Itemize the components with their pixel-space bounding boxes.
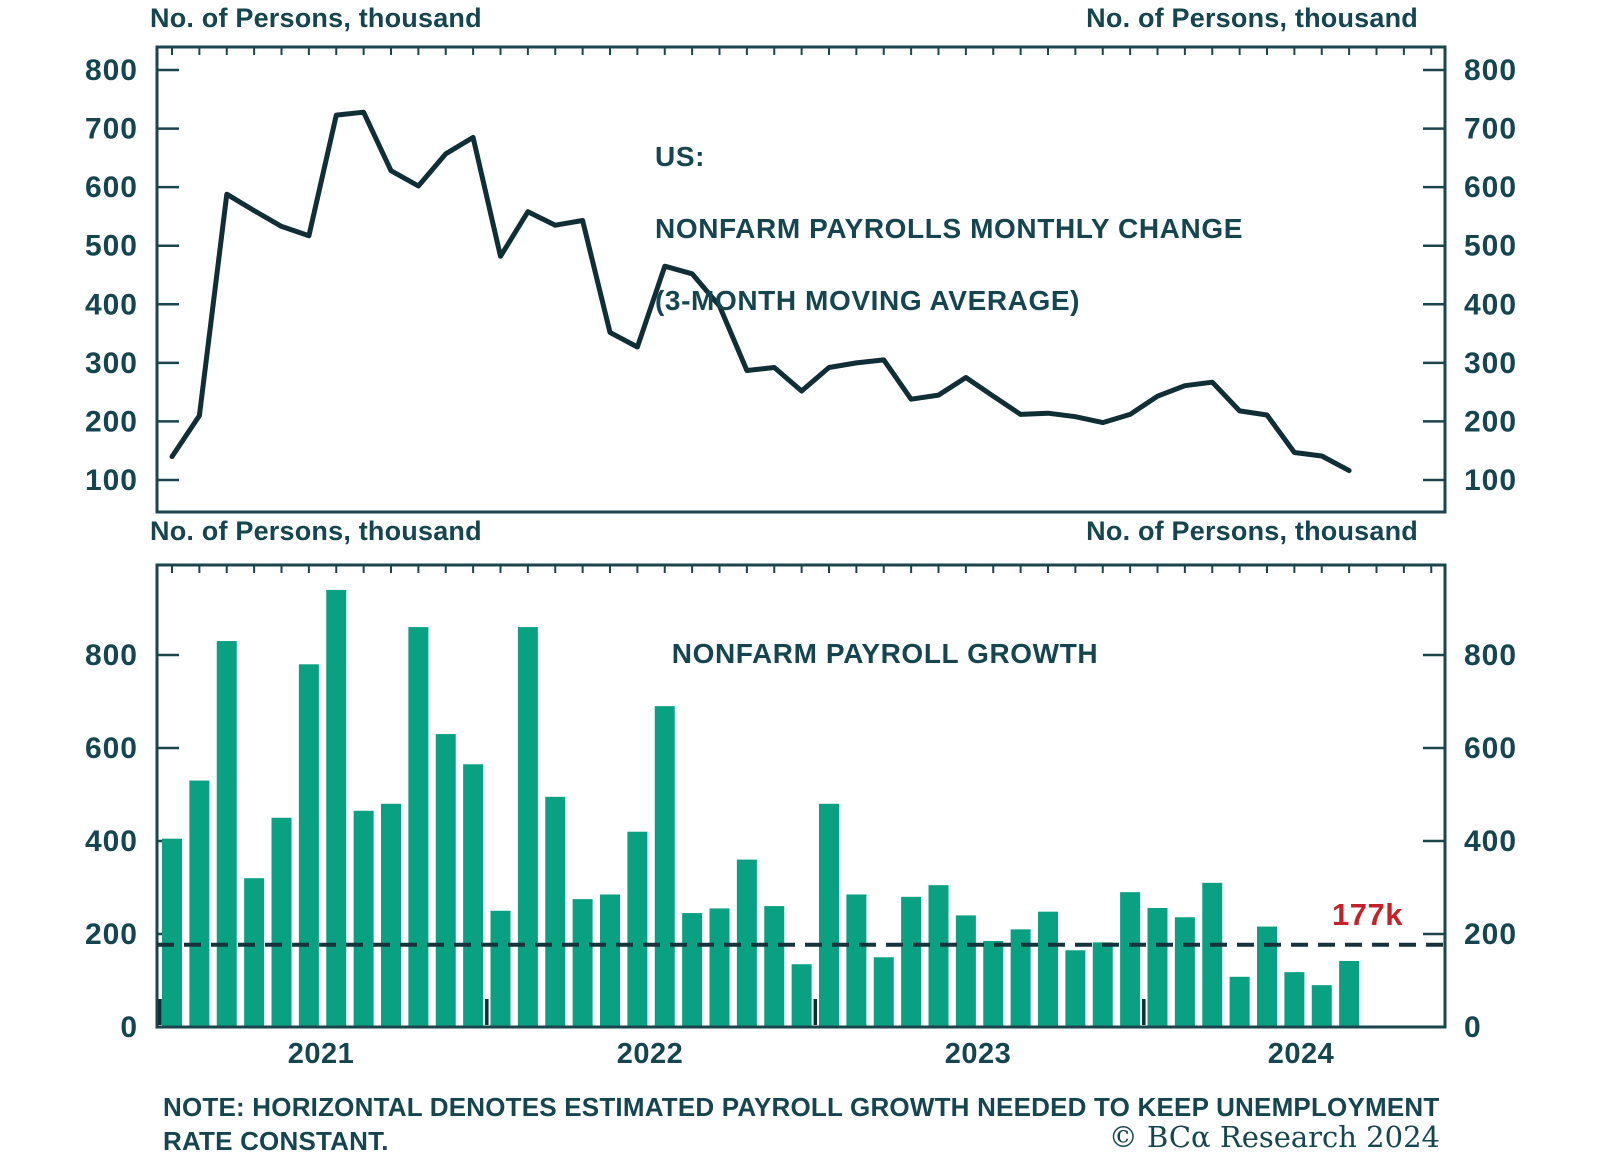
bar-jan-2022 — [490, 910, 511, 1026]
bar-dec-2022 — [791, 964, 812, 1026]
y-tick-label-right: 600 — [1464, 732, 1517, 765]
y-tick-label-left: 0 — [120, 1011, 138, 1044]
x-axis-label-2023: 2023 — [944, 1038, 1012, 1070]
bar-may-2023 — [928, 885, 949, 1026]
y-tick-label-right: 200 — [1464, 405, 1517, 438]
y-tick-label-right: 500 — [1464, 230, 1517, 263]
bar-jun-2022 — [627, 831, 648, 1026]
bar-nov-2021 — [435, 734, 456, 1026]
top-chart-title-line1: US: — [655, 141, 706, 172]
bar-jun-2024 — [1284, 972, 1305, 1026]
bar-apr-2021 — [244, 878, 265, 1026]
bar-jul-2022 — [654, 706, 675, 1026]
top-chart-title: US: NONFARM PAYROLLS MONTHLY CHANGE (3-M… — [655, 103, 1243, 355]
bar-oct-2021 — [408, 627, 429, 1026]
bar-mar-2022 — [545, 796, 566, 1026]
top-chart-title-line3: (3-MONTH MOVING AVERAGE) — [655, 285, 1081, 316]
y-tick-label-right: 100 — [1464, 464, 1517, 497]
y-tick-label-left: 800 — [85, 54, 138, 87]
y-tick-label-left: 500 — [85, 230, 138, 263]
top-chart-title-line2: NONFARM PAYROLLS MONTHLY CHANGE — [655, 213, 1243, 244]
y-tick-label-left: 200 — [85, 918, 138, 951]
bar-feb-2022 — [517, 627, 538, 1026]
bar-apr-2022 — [572, 899, 593, 1026]
y-tick-label-right: 300 — [1464, 347, 1517, 380]
y-tick-label-right: 800 — [1464, 54, 1517, 87]
bar-feb-2023 — [846, 894, 867, 1026]
bar-nov-2023 — [1092, 942, 1113, 1026]
bar-feb-2024 — [1174, 917, 1195, 1026]
x-axis-label-2024: 2024 — [1267, 1038, 1335, 1070]
bar-jun-2023 — [955, 915, 976, 1026]
bottom-chart-unit-label-left: No. of Persons, thousand — [150, 516, 482, 546]
threshold-value-label: 177k — [1332, 897, 1403, 932]
y-tick-label-right: 0 — [1464, 1011, 1482, 1044]
top-chart-unit-label-left: No. of Persons, thousand — [150, 3, 482, 33]
footnote-line2: RATE CONSTANT. — [163, 1126, 389, 1156]
bottom-chart-unit-label-right: No. of Persons, thousand — [1086, 516, 1418, 546]
bar-dec-2023 — [1120, 892, 1141, 1026]
bar-mar-2021 — [216, 641, 237, 1026]
y-tick-label-right: 200 — [1464, 918, 1517, 951]
footnote: NOTE: HORIZONTAL DENOTES ESTIMATED PAYRO… — [163, 1090, 1439, 1158]
bottom-chart-title: NONFARM PAYROLL GROWTH — [671, 638, 1099, 669]
bar-oct-2023 — [1065, 950, 1086, 1026]
bar-mar-2024 — [1202, 882, 1223, 1026]
bar-jul-2024 — [1311, 985, 1332, 1026]
y-tick-label-left: 200 — [85, 405, 138, 438]
bottom-chart-frame — [155, 563, 1447, 1029]
y-tick-label-left: 300 — [85, 347, 138, 380]
bar-jul-2023 — [983, 940, 1004, 1026]
bar-jan-2023 — [819, 803, 839, 1026]
bar-mar-2023 — [873, 957, 894, 1026]
bar-jan-2021 — [162, 838, 182, 1026]
bar-jul-2021 — [326, 589, 347, 1026]
x-axis-label-2022: 2022 — [616, 1038, 684, 1070]
y-tick-label-right: 400 — [1464, 825, 1517, 858]
y-tick-label-right: 700 — [1464, 113, 1517, 146]
bar-nov-2022 — [764, 906, 785, 1026]
bar-sep-2022 — [709, 908, 730, 1026]
bar-aug-2022 — [682, 913, 703, 1026]
copyright: © BCα Research 2024 — [1108, 1120, 1440, 1154]
top-chart-unit-label-right: No. of Persons, thousand — [1086, 3, 1418, 33]
bar-jan-2024 — [1147, 907, 1168, 1026]
bar-sep-2023 — [1038, 911, 1058, 1026]
y-tick-label-left: 600 — [85, 171, 138, 204]
x-axis-label-2021: 2021 — [287, 1038, 355, 1070]
y-tick-label-left: 100 — [85, 464, 138, 497]
y-tick-label-left: 600 — [85, 732, 138, 765]
bar-jun-2021 — [298, 664, 319, 1026]
bar-apr-2024 — [1229, 976, 1250, 1026]
bar-sep-2021 — [381, 803, 401, 1026]
y-tick-label-left: 400 — [85, 825, 138, 858]
y-tick-label-left: 800 — [85, 639, 138, 672]
footnote-line1: NOTE: HORIZONTAL DENOTES ESTIMATED PAYRO… — [163, 1092, 1440, 1122]
bar-dec-2021 — [463, 764, 484, 1026]
bar-feb-2021 — [189, 780, 210, 1026]
bar-may-2024 — [1257, 926, 1277, 1026]
y-tick-label-right: 800 — [1464, 639, 1517, 672]
y-tick-label-right: 600 — [1464, 171, 1517, 204]
y-tick-label-left: 700 — [85, 113, 138, 146]
bar-aug-2024 — [1339, 960, 1360, 1026]
y-tick-label-right: 400 — [1464, 288, 1517, 321]
bar-aug-2023 — [1010, 929, 1031, 1026]
bar-apr-2023 — [901, 896, 922, 1026]
bar-aug-2021 — [353, 810, 374, 1026]
bar-may-2022 — [600, 894, 620, 1026]
bar-may-2021 — [271, 817, 292, 1026]
bar-oct-2022 — [736, 859, 757, 1026]
y-tick-label-left: 400 — [85, 288, 138, 321]
